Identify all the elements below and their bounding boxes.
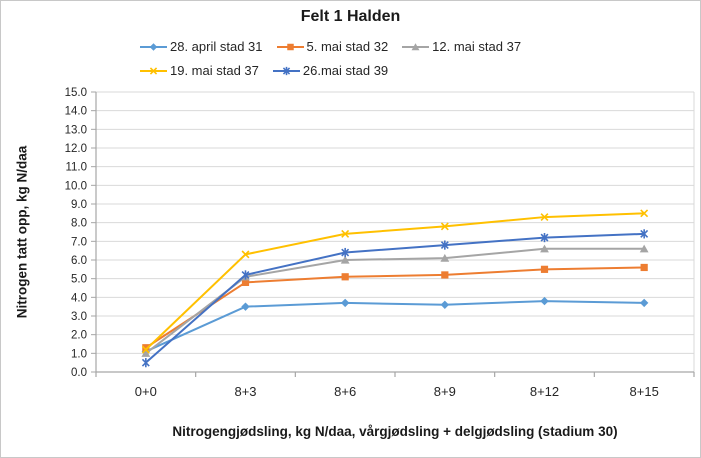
legend-item-3: 19. mai stad 37 xyxy=(140,63,259,78)
y-tick-label: 15.0 xyxy=(65,87,87,99)
x-axis-title: Nitrogengjødsling, kg N/daa, vårgjødslin… xyxy=(172,424,618,439)
y-tick-label: 6.0 xyxy=(71,255,87,267)
y-axis-title: Nitrogen tatt opp, kg N/daa xyxy=(14,145,30,319)
marker-asterisk-icon xyxy=(440,240,449,250)
legend-key-square-icon xyxy=(276,43,304,50)
marker-square-icon xyxy=(341,273,349,281)
marker-diamond-icon xyxy=(540,296,549,306)
marker-square-icon xyxy=(640,263,648,272)
marker-x-icon xyxy=(440,222,449,231)
legend-key-diamond-icon xyxy=(140,42,167,51)
legend-row: 19. mai stad 37 26.mai stad 39 xyxy=(140,63,535,78)
legend-item-1: 5. mai stad 32 xyxy=(276,39,389,54)
legend-item-0: 28. april stad 31 xyxy=(140,39,263,54)
marker-x-icon xyxy=(341,229,350,238)
marker-diamond-icon xyxy=(149,42,158,51)
y-tick-label: 7.0 xyxy=(71,236,87,248)
marker-square-icon xyxy=(540,265,549,273)
y-tick-label: 12.0 xyxy=(65,143,87,155)
y-tick-label: 11.0 xyxy=(65,162,87,174)
marker-square-icon xyxy=(441,271,449,279)
legend-label: 28. april stad 31 xyxy=(170,39,263,54)
legend-label: 5. mai stad 32 xyxy=(306,39,389,54)
series-line-0 xyxy=(144,300,646,353)
marker-diamond-icon xyxy=(340,298,350,308)
marker-asterisk-icon xyxy=(540,233,549,243)
y-tick-label: 3.0 xyxy=(71,311,87,323)
marker-diamond-icon xyxy=(639,298,649,308)
marker-x-icon xyxy=(149,66,158,75)
legend-row: 28. april stad 31 5. mai stad 32 12. mai s… xyxy=(140,39,535,54)
series-line-1 xyxy=(144,266,646,349)
chart-title: Felt 1 Halden xyxy=(300,8,401,25)
legend-key-asterisk-icon xyxy=(272,66,300,75)
marker-diamond-icon xyxy=(440,300,450,309)
marker-square-icon xyxy=(241,278,250,286)
marker-diamond-icon xyxy=(241,302,250,311)
marker-triangle-icon xyxy=(411,42,420,50)
marker-triangle-icon xyxy=(440,253,450,262)
y-tick-label: 8.0 xyxy=(71,218,87,230)
legend-label: 26.mai stad 39 xyxy=(302,63,389,78)
marker-x-icon xyxy=(540,213,549,222)
marker-triangle-icon xyxy=(340,255,350,264)
y-tick-label: 2.0 xyxy=(71,330,87,342)
marker-asterisk-icon xyxy=(341,247,350,258)
x-category-label: 8+9 xyxy=(434,384,456,399)
x-category-label: 8+6 xyxy=(334,384,356,399)
legend-item-2: 12. mai stad 37 xyxy=(402,39,521,54)
y-tick-label: 14.0 xyxy=(65,106,87,118)
y-tick-label: 5.0 xyxy=(71,274,87,286)
marker-x-icon xyxy=(141,345,150,354)
y-tick-label: 4.0 xyxy=(71,292,87,304)
y-tick-label: 1.0 xyxy=(71,348,87,360)
marker-triangle-icon xyxy=(141,349,151,357)
legend-key-x-icon xyxy=(140,66,167,75)
legend-key-triangle-icon xyxy=(402,42,430,50)
marker-x-icon xyxy=(241,250,250,259)
x-category-label: 0+0 xyxy=(135,384,157,399)
legend-item-4: 26.mai stad 39 xyxy=(272,63,389,78)
legend: 28. april stad 31 5. mai stad 32 12. mai s… xyxy=(140,39,535,87)
legend-label: 19. mai stad 37 xyxy=(170,63,259,78)
series-line-4 xyxy=(144,232,646,364)
legend-label: 12. mai stad 37 xyxy=(432,39,522,54)
x-category-label: 8+12 xyxy=(530,384,559,399)
marker-x-icon xyxy=(640,209,649,218)
y-tick-label: 10.0 xyxy=(65,180,87,192)
marker-square-icon xyxy=(286,43,294,50)
x-category-label: 8+3 xyxy=(234,384,256,399)
x-category-label: 8+15 xyxy=(630,384,659,399)
marker-asterisk-icon xyxy=(141,358,150,368)
marker-triangle-icon xyxy=(540,244,549,253)
marker-asterisk-icon xyxy=(282,66,291,75)
y-tick-label: 0.0 xyxy=(71,367,87,379)
marker-asterisk-icon xyxy=(640,229,649,239)
marker-triangle-icon xyxy=(639,244,649,253)
y-tick-label: 13.0 xyxy=(65,124,87,136)
marker-asterisk-icon xyxy=(241,270,250,280)
marker-square-icon xyxy=(142,344,150,352)
series-line-3 xyxy=(144,212,646,351)
y-tick-label: 9.0 xyxy=(71,199,87,211)
